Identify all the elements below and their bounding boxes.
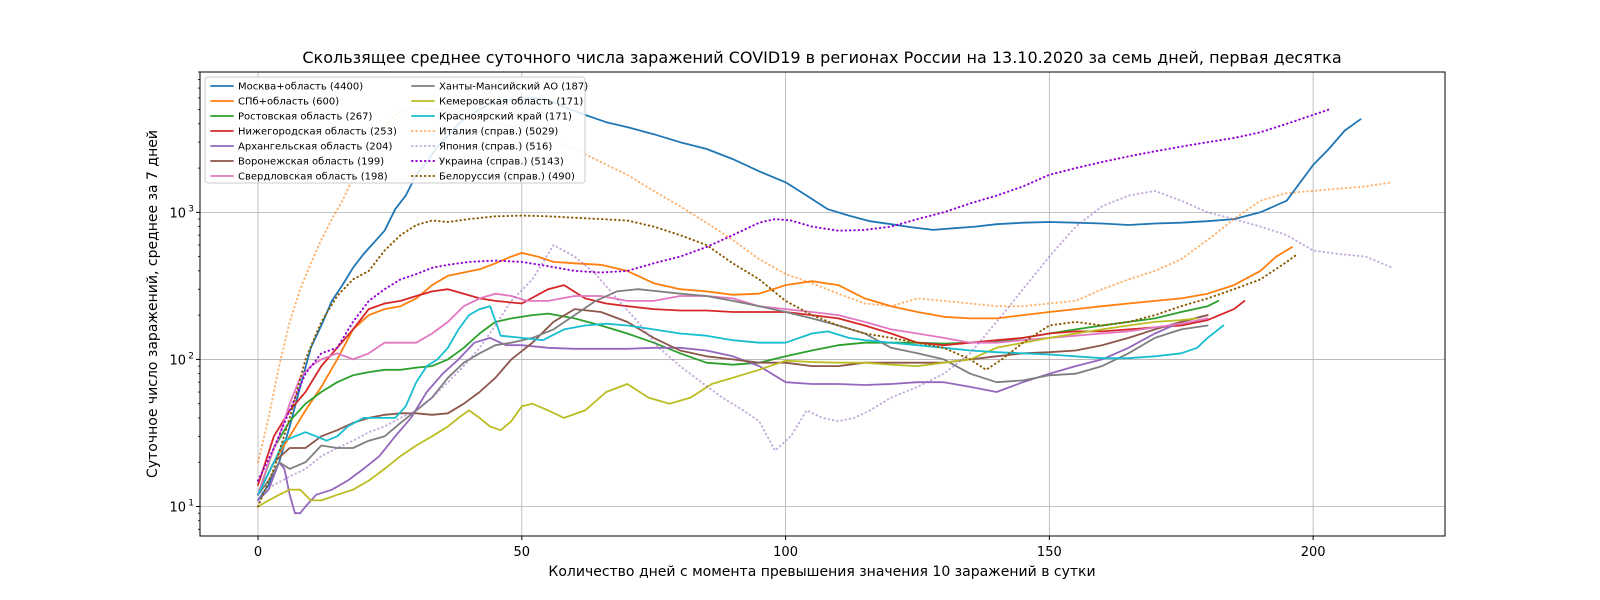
legend-frame: [204, 76, 586, 184]
legend-label: СПб+область (600): [238, 97, 339, 108]
y-axis-label: Суточное число заражений, среднее за 7 д…: [145, 130, 161, 478]
y-tick-exponent: 2: [188, 351, 194, 361]
legend-label: Украина (справ.) (5143): [439, 157, 564, 168]
y-tick-base: 10: [169, 206, 186, 221]
legend: Москва+область (4400) СПб+область (600) Ро…: [204, 76, 588, 184]
legend-label: Москва+область (4400): [238, 82, 363, 93]
legend-label: Свердловская область (198): [238, 172, 388, 183]
series-line-1: [257, 97, 1362, 502]
legend-label: Воронежская область (199): [238, 157, 384, 168]
x-tick-label: 200: [1301, 545, 1326, 560]
y-tick-exponent: 3: [188, 204, 194, 214]
y-tick-base: 10: [169, 353, 186, 368]
series-line-2: [257, 246, 1293, 496]
y-tick-base: 10: [169, 500, 186, 515]
series-line-12: [257, 189, 1394, 496]
legend-label: Архангельская область (204): [238, 142, 393, 153]
y-tick-label: 10: [169, 353, 186, 368]
legend-label: Красноярский край (171): [439, 112, 572, 123]
y-tick-label: 10: [169, 206, 186, 221]
legend-label: Белоруссия (справ.) (490): [439, 172, 575, 183]
series-line-10: [257, 305, 1225, 496]
legend-label: Италия (справ.) (5029): [439, 127, 558, 138]
y-tick-label: 10: [169, 500, 186, 515]
legend-label: Ханты-Мансийский АО (187): [439, 82, 588, 93]
series-line-5: [257, 314, 1209, 515]
legend-label: Ростовская область (267): [238, 112, 373, 123]
series-line-14: [257, 214, 1299, 508]
legend-label: Кемеровская область (171): [439, 97, 583, 108]
series-line-7: [257, 292, 1209, 496]
x-axis-label: Количество дней с момента превышения зна…: [548, 564, 1095, 580]
axes-frame: [199, 71, 1446, 537]
x-tick-label: 0: [254, 545, 262, 560]
x-tick-label: 150: [1037, 545, 1062, 560]
series-line-8: [257, 288, 1209, 496]
series-line-13: [257, 108, 1330, 482]
plot-lines: [257, 97, 1394, 515]
x-tick-label: 50: [514, 545, 531, 560]
y-tick-exponent: 1: [188, 498, 194, 508]
chart-title: Скользящее среднее суточного числа зараж…: [302, 48, 1341, 67]
x-tick-label: 100: [773, 545, 798, 560]
legend-label: Нижегородская область (253): [238, 127, 397, 138]
series-line-4: [257, 284, 1246, 486]
legend-label: Япония (справ.) (516): [439, 142, 552, 153]
